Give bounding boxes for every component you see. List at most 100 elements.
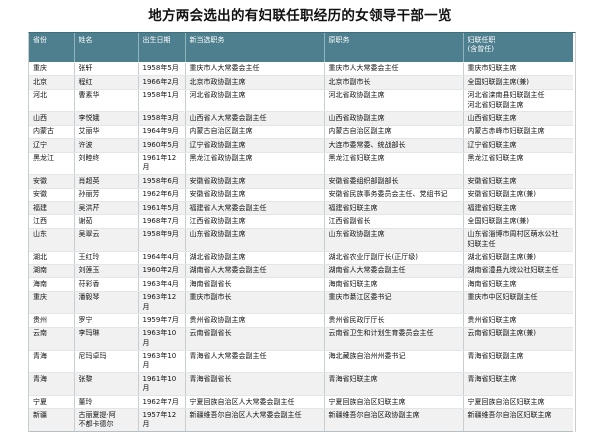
cell-federation-post: 宁夏回族自治区妇联主席 (463, 395, 573, 410)
cell-new-post-line: 青海省副省长 (189, 374, 232, 383)
cell-birth-date-line: 1966年2月 (142, 77, 179, 86)
cell-new-post-line: 安徽省政协副主席 (189, 176, 246, 185)
cell-new-post-line: 辽宁省政协副主席 (189, 140, 246, 149)
cell-province-line: 内蒙古 (33, 127, 54, 136)
table-row: 河北 曹素华 1958年1月 河北省政协副主席 河北省政协副主席 河北省滦南县妇联副主任河… (29, 89, 573, 113)
cell-former-post-line: 云南省卫生和计划生育委员会主任 (328, 329, 434, 338)
cell-birth-date: 1961年5月 (138, 201, 186, 216)
cell-federation-post: 青海省妇联副主席 (463, 350, 573, 374)
cell-province: 海南 (29, 277, 75, 292)
cell-former-post: 湖南省人大常委会副主任 (324, 264, 464, 279)
cell-name-line: 尼玛卓玛 (78, 352, 107, 360)
cell-name-line: 苻彩香 (78, 279, 100, 288)
cell-federation-post-line: 山西省妇联主席 (467, 113, 517, 122)
cell-province-line: 贵州 (33, 315, 47, 324)
cell-name-line: 古丽夏提·阿 (78, 410, 116, 419)
cell-former-post-line: 山西省政协副主席 (328, 113, 385, 122)
cell-federation-post: 新疆维吾尔自治区妇联主席 (463, 408, 573, 432)
cell-birth-date-line: 1960年5月 (142, 140, 179, 149)
cell-new-post: 贵州省政协副主席 (185, 313, 325, 328)
cell-name-line: 谢茹 (78, 216, 93, 225)
cell-federation-post: 安徽省妇联副主席(兼) (463, 188, 573, 203)
cell-name: 张黎 (74, 372, 139, 396)
cell-former-post-line: 湖南省人大常委会副主任 (328, 266, 406, 275)
cell-name-line: 许波 (78, 140, 93, 149)
cell-federation-post: 全国妇联副主席(兼) (463, 214, 573, 229)
table-row: 青海 张黎 1961年10月 青海省副省长 青海省妇联主席 青海省妇联主席 (29, 372, 573, 396)
cell-former-post-line: 安徽省民族事务委员会主任、党组书记 (328, 190, 448, 199)
cell-province-line: 云南 (33, 329, 47, 338)
cell-province: 黑龙江 (29, 152, 75, 176)
cell-province: 贵州 (29, 313, 75, 328)
cell-province: 湖北 (29, 251, 75, 265)
cell-province-line: 湖北 (33, 253, 47, 261)
cell-birth-date-line: 1968年7月 (142, 216, 179, 225)
table-row: 新疆 古丽夏提·阿 不都卡德尔 1957年12月 新疆维吾尔自治区人大常委会副主任 新疆维… (29, 408, 573, 432)
cell-former-post-line: 内蒙古自治区副主席 (328, 127, 392, 136)
cell-province-line: 海南 (33, 279, 47, 288)
cell-province-line: 青海 (33, 374, 47, 383)
cell-federation-post: 重庆市中区妇联副主任 (463, 291, 573, 315)
cell-birth-date: 1961年12月 (138, 152, 186, 176)
cell-name: 李悦娥 (74, 111, 139, 126)
column-header-province: 省份 (29, 32, 75, 63)
cell-former-post: 山西省政协副主席 (324, 111, 464, 126)
table-row: 湖北 王红玲 1964年4月 湖北省政协副主席 湖北省农业厅副厅长(正厅级) 湖北省妇联副… (29, 251, 573, 265)
cell-former-post-line: 重庆市人大常委会主任 (328, 64, 399, 73)
cell-federation-post-line: 全国妇联副主席(兼) (467, 216, 529, 225)
cell-province-line: 宁夏 (33, 397, 47, 406)
cell-province-line: 北京 (33, 77, 47, 86)
cell-federation-post-line: 宁夏回族自治区妇联主席 (467, 397, 545, 406)
cell-province-line: 重庆 (33, 64, 47, 73)
cell-province: 内蒙古 (29, 125, 75, 140)
cell-name-line: 潘毅琴 (78, 293, 100, 302)
cell-federation-post-line: 海南省妇联主席 (467, 279, 517, 288)
column-header-new-post: 新当选职务 (185, 32, 325, 63)
cell-birth-date: 1960年5月 (138, 138, 186, 153)
cell-former-post: 江西省副省长 (324, 214, 464, 229)
cell-birth-date: 1957年12月 (138, 408, 186, 432)
cell-birth-date-line: 1958年1月 (142, 91, 179, 100)
cell-birth-date: 1964年9月 (138, 125, 186, 140)
cell-birth-date: 1962年6月 (138, 188, 186, 203)
cell-new-post: 湖南省人大常委会副主任 (185, 264, 325, 279)
cell-former-post: 贵州省民政厅厅长 (324, 313, 464, 328)
table-row: 宁夏 董玲 1962年7月 宁夏回族自治区人大常委会副主任 宁夏回族自治区妇联主席 宁夏回… (29, 395, 573, 410)
cell-new-post: 云南省副省长 (185, 327, 325, 351)
cell-new-post-line: 河北省政协副主席 (189, 91, 246, 100)
cell-birth-date: 1962年7月 (138, 395, 186, 410)
cell-federation-post: 山东省淄博市周村区萌水公社 妇联主任 (463, 228, 573, 252)
cell-birth-date: 1963年12月 (138, 291, 186, 315)
cell-birth-date-line: 1961年10月 (142, 374, 177, 393)
cell-province: 山东 (29, 228, 75, 252)
cell-name-line: 吴翠云 (78, 230, 100, 239)
cell-province: 福建 (29, 201, 75, 216)
cell-new-post-line: 福建省人大常委会副主任 (189, 203, 267, 212)
cell-name: 吴翠云 (74, 228, 139, 252)
cell-name-line: 孙丽芳 (78, 190, 100, 199)
cell-name-line: 肖超英 (78, 176, 100, 185)
cell-federation-post: 云南省妇联副主席(兼) (463, 327, 573, 351)
cell-name: 许波 (74, 138, 139, 153)
cell-birth-date-line: 1958年9月 (142, 230, 179, 239)
cell-name-line: 董玲 (78, 397, 93, 406)
cell-new-post-line: 山西省人大常委会副主任 (189, 113, 267, 122)
cell-birth-date-line: 1957年12月 (142, 410, 177, 429)
cell-province-line: 辽宁 (33, 140, 47, 149)
cell-federation-post-line: 辽宁省妇联主席 (467, 140, 517, 149)
cell-new-post: 江西省政协副主席 (185, 214, 325, 229)
cell-name: 曹素华 (74, 89, 139, 113)
cell-former-post: 重庆市綦江区委书记 (324, 291, 464, 315)
cell-province-line: 安徽 (33, 176, 47, 185)
cell-former-post: 海南省妇联主席 (324, 277, 464, 292)
cell-birth-date-line: 1963年10月 (142, 329, 177, 347)
cell-former-post-line: 新疆维吾尔自治区政协副主席 (328, 410, 420, 419)
cell-federation-post-line: 云南省妇联副主席(兼) (467, 329, 536, 338)
cell-birth-date-line: 1964年9月 (142, 127, 179, 136)
table-row: 重庆 潘毅琴 1963年12月 重庆市副市长 重庆市綦江区委书记 重庆市中区妇联副主任 (29, 291, 573, 315)
cell-province-line: 山东 (33, 230, 47, 239)
cell-birth-date: 1963年4月 (138, 277, 186, 292)
cell-federation-post-line: 湖南省澧县九垸公社妇联主任 (467, 266, 559, 275)
cell-birth-date-line: 1963年12月 (142, 293, 177, 311)
cell-former-post: 北京市副市长 (324, 75, 464, 90)
